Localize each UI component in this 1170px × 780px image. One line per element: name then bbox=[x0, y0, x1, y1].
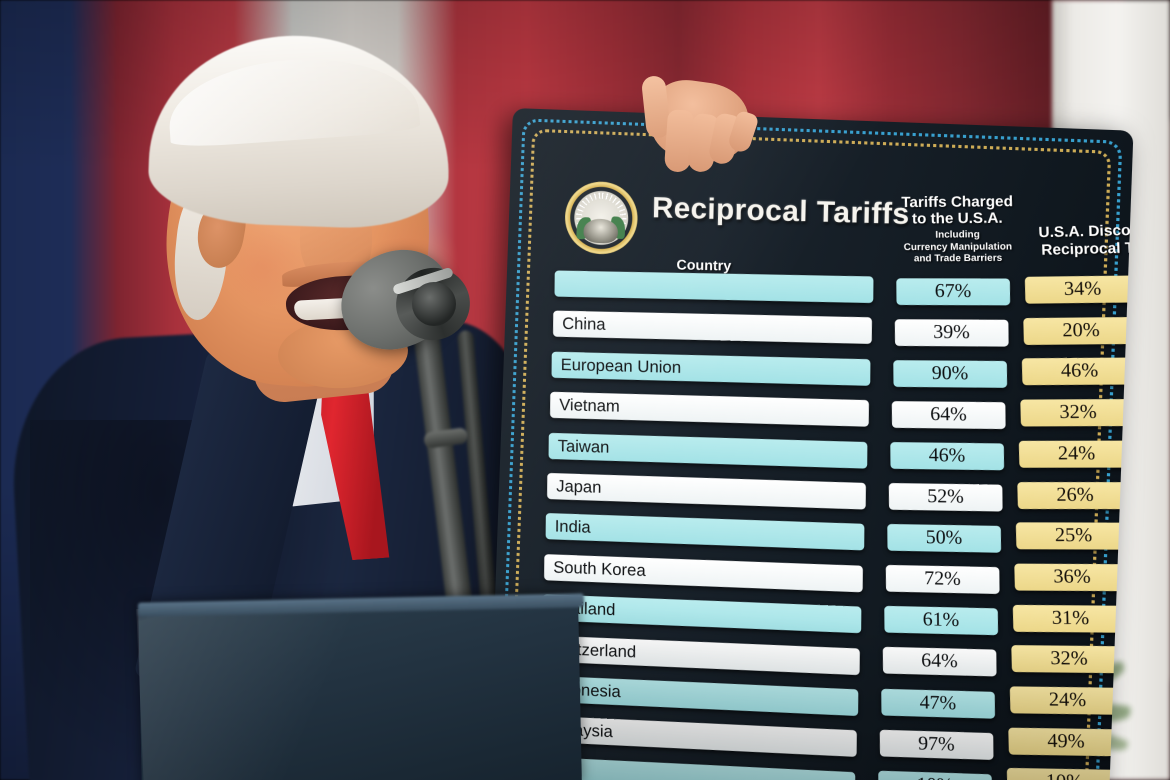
cell-tariff-charged: 97% bbox=[879, 729, 994, 760]
header-charged-sub1: Including bbox=[935, 229, 980, 242]
cell-tariff-discounted: 32% bbox=[1011, 645, 1128, 674]
header-charged-sub2: Currency Manipulation bbox=[903, 240, 1013, 253]
cell-tariff-discounted: 26% bbox=[1017, 481, 1134, 509]
column-header-charged: Tariffs Charged to the U.S.A. Including … bbox=[883, 194, 1032, 265]
header-charged-line2: to the U.S.A. bbox=[911, 210, 1003, 228]
cell-tariff-discounted: 34% bbox=[1024, 275, 1134, 304]
cell-tariff-discounted: 24% bbox=[1009, 686, 1126, 715]
cell-country: China bbox=[553, 310, 872, 345]
header-charged-sub3: and Trade Barriers bbox=[913, 252, 1003, 265]
podium-glare bbox=[136, 591, 564, 780]
cell-tariff-charged: 61% bbox=[884, 606, 999, 636]
microphone-capsule bbox=[412, 282, 456, 326]
podium: PRESIDENT OF THE UNITED bbox=[136, 591, 582, 780]
column-header-country: Country bbox=[676, 256, 732, 274]
cell-tariff-discounted: 46% bbox=[1021, 357, 1134, 386]
header-discounted-line2: Reciprocal Tariffs bbox=[1041, 238, 1134, 259]
cell-tariff-discounted: 10% bbox=[1006, 768, 1123, 780]
presidential-seal-icon bbox=[563, 180, 639, 256]
cell-tariff-charged: 67% bbox=[896, 278, 1011, 306]
cell-tariff-charged: 90% bbox=[893, 360, 1008, 388]
cell-tariff-charged: 72% bbox=[885, 565, 1000, 595]
cell-tariff-charged: 39% bbox=[894, 319, 1009, 347]
cell-tariff-discounted: 25% bbox=[1015, 522, 1132, 550]
cell-tariff-discounted: 49% bbox=[1008, 727, 1125, 757]
cell-tariff-discounted: 20% bbox=[1023, 316, 1134, 345]
header-discounted-line1: U.S.A. Discounted bbox=[1038, 221, 1134, 242]
cell-tariff-charged: 64% bbox=[891, 401, 1006, 430]
cell-tariff-discounted: 31% bbox=[1012, 604, 1129, 633]
cell-tariff-charged: 64% bbox=[882, 647, 997, 677]
cell-tariff-discounted: 24% bbox=[1018, 440, 1134, 468]
seal-eagle bbox=[583, 218, 619, 245]
tariff-chart-board: Reciprocal Tariffs Tariffs Charged to th… bbox=[487, 108, 1134, 780]
cell-tariff-charged: 47% bbox=[881, 688, 996, 719]
tariff-rows: 67% 34% China 39% 20% European Union 90% 46% Vie… bbox=[510, 265, 1134, 780]
cell-tariff-discounted: 36% bbox=[1014, 563, 1131, 592]
cell-tariff-charged: 52% bbox=[888, 483, 1003, 512]
cell-tariff-charged: 46% bbox=[890, 442, 1005, 471]
cell-country bbox=[554, 270, 874, 304]
hand-holding-chart bbox=[636, 62, 766, 174]
cell-tariff-charged: 50% bbox=[887, 524, 1002, 554]
cell-tariff-discounted: 32% bbox=[1020, 399, 1134, 427]
column-header-discounted: U.S.A. Discounted Reciprocal Tariffs bbox=[1031, 221, 1134, 259]
chart-title: Reciprocal Tariffs bbox=[651, 192, 910, 232]
header-charged-line1: Tariffs Charged bbox=[901, 193, 1014, 212]
